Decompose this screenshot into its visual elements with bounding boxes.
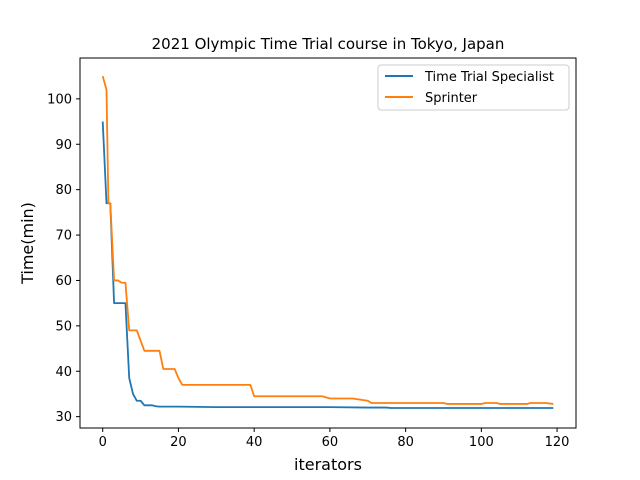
- x-tick-label: 40: [246, 435, 263, 450]
- y-tick-label: 80: [55, 183, 72, 198]
- x-tick-label: 60: [322, 435, 339, 450]
- x-tick-label: 20: [170, 435, 187, 450]
- y-tick-label: 50: [55, 319, 72, 334]
- x-axis-ticks: 0 20 40 60 80 100 120: [99, 428, 570, 450]
- legend-box: [377, 64, 570, 111]
- legend: Time Trial Specialist Sprinter: [377, 64, 570, 111]
- y-axis-title: Time(min): [18, 202, 37, 285]
- x-tick-label: 80: [397, 435, 414, 450]
- x-tick-label: 100: [469, 435, 494, 450]
- chart-title: 2021 Olympic Time Trial course in Tokyo,…: [152, 35, 505, 53]
- y-tick-label: 90: [55, 138, 72, 153]
- plot-area: [80, 58, 576, 428]
- y-tick-label: 40: [55, 365, 72, 380]
- plot-frame: [79, 57, 577, 429]
- legend-label-sprinter: Sprinter: [425, 91, 478, 106]
- y-axis-ticks: 30 40 50 60 70 80 90 100: [47, 92, 80, 425]
- x-tick-label: 120: [545, 435, 570, 450]
- series-line-time-trial-specialist: [101, 121, 554, 409]
- x-axis-title: iterators: [294, 455, 362, 474]
- series-line-sprinter: [101, 75, 554, 405]
- series-layer: [101, 75, 554, 409]
- y-tick-label: 100: [47, 92, 72, 107]
- x-tick-label: 0: [99, 435, 107, 450]
- y-tick-label: 30: [55, 410, 72, 425]
- y-tick-label: 70: [55, 229, 72, 244]
- y-tick-label: 60: [55, 274, 72, 289]
- legend-label-time-trial-specialist: Time Trial Specialist: [424, 70, 554, 85]
